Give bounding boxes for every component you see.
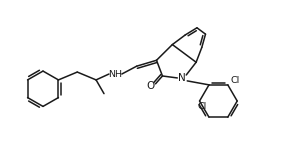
Text: Cl: Cl (197, 102, 207, 111)
Text: NH: NH (108, 69, 122, 78)
Text: Cl: Cl (231, 76, 240, 85)
Text: N: N (178, 73, 186, 83)
Text: O: O (147, 81, 155, 91)
